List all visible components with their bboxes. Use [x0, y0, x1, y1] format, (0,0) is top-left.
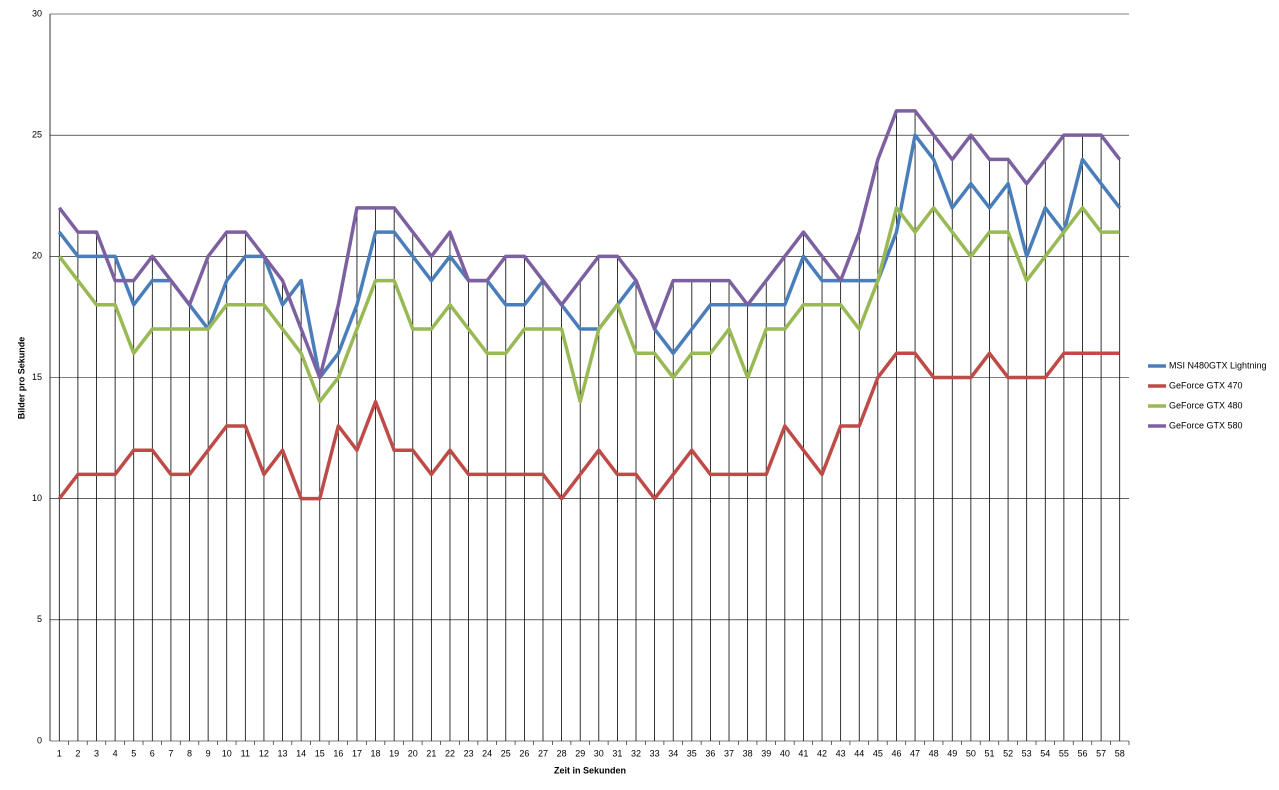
y-tick-label: 15: [32, 372, 42, 382]
x-tick-label: 48: [929, 748, 939, 758]
legend-label: GeForce GTX 470: [1169, 380, 1243, 390]
x-tick-label: 10: [222, 748, 232, 758]
x-tick-label: 15: [315, 748, 325, 758]
legend-label: GeForce GTX 480: [1169, 400, 1243, 410]
x-tick-label: 53: [1022, 748, 1032, 758]
x-tick-label: 56: [1077, 748, 1087, 758]
x-tick-label: 9: [206, 748, 211, 758]
series-line: [57, 351, 1120, 501]
x-tick-label: 4: [113, 748, 118, 758]
x-tick-label: 45: [873, 748, 883, 758]
x-tick-label: 21: [426, 748, 436, 758]
x-tick-label: 31: [612, 748, 622, 758]
x-tick-label: 16: [333, 748, 343, 758]
x-tick-label: 43: [836, 748, 846, 758]
x-tick-label: 50: [966, 748, 976, 758]
x-tick-label: 39: [761, 748, 771, 758]
x-tick-label: 29: [575, 748, 585, 758]
x-tick-label: 55: [1059, 748, 1069, 758]
y-tick-label: 25: [32, 130, 42, 140]
x-tick-label: 52: [1003, 748, 1013, 758]
x-tick-label: 49: [947, 748, 957, 758]
x-tick-label: 35: [687, 748, 697, 758]
y-axis-title: Bilder pro Sekunde: [16, 337, 26, 420]
x-tick-label: 5: [131, 748, 136, 758]
x-tick-label: 33: [650, 748, 660, 758]
legend-label: GeForce GTX 580: [1169, 420, 1243, 430]
x-tick-label: 47: [910, 748, 920, 758]
x-tick-label: 54: [1040, 748, 1050, 758]
x-tick-label: 6: [150, 748, 155, 758]
x-tick-label: 20: [408, 748, 418, 758]
x-tick-label: 3: [94, 748, 99, 758]
x-tick-label: 24: [482, 748, 492, 758]
x-tick-label: 27: [538, 748, 548, 758]
x-tick-label: 42: [817, 748, 827, 758]
x-tick-label: 41: [798, 748, 808, 758]
x-tick-label: 57: [1096, 748, 1106, 758]
y-tick-label: 10: [32, 493, 42, 503]
x-tick-label: 7: [168, 748, 173, 758]
series-line: [57, 109, 1122, 380]
y-tick-label: 5: [37, 614, 42, 624]
x-tick-label: 32: [631, 748, 641, 758]
x-tick-label: 28: [557, 748, 567, 758]
x-tick-label: 12: [259, 748, 269, 758]
x-tick-label: 36: [705, 748, 715, 758]
x-tick-label: 18: [371, 748, 381, 758]
x-tick-label: 38: [743, 748, 753, 758]
x-tick-label: 34: [668, 748, 678, 758]
x-tick-label: 26: [519, 748, 529, 758]
x-tick-label: 25: [501, 748, 511, 758]
x-tick-label: 13: [278, 748, 288, 758]
x-tick-label: 58: [1115, 748, 1125, 758]
x-tick-label: 40: [780, 748, 790, 758]
x-tick-label: 46: [891, 748, 901, 758]
y-tick-label: 20: [32, 251, 42, 261]
legend-label: MSI N480GTX Lightning: [1169, 360, 1267, 370]
x-tick-label: 37: [724, 748, 734, 758]
x-tick-label: 8: [187, 748, 192, 758]
y-tick-label: 30: [32, 8, 42, 18]
x-tick-label: 19: [389, 748, 399, 758]
x-tick-label: 30: [594, 748, 604, 758]
x-tick-label: 14: [296, 748, 306, 758]
x-tick-label: 11: [241, 748, 250, 758]
x-tick-label: 1: [57, 748, 62, 758]
x-tick-label: 22: [445, 748, 455, 758]
x-tick-label: 23: [464, 748, 474, 758]
series-line: [57, 206, 1120, 404]
series-line: [57, 133, 1122, 380]
y-tick-label: 0: [37, 735, 42, 745]
x-tick-label: 17: [352, 748, 362, 758]
x-tick-label: 2: [75, 748, 80, 758]
x-tick-label: 51: [984, 748, 994, 758]
x-tick-label: 44: [854, 748, 864, 758]
x-axis-title: Zeit in Sekunden: [554, 765, 626, 775]
